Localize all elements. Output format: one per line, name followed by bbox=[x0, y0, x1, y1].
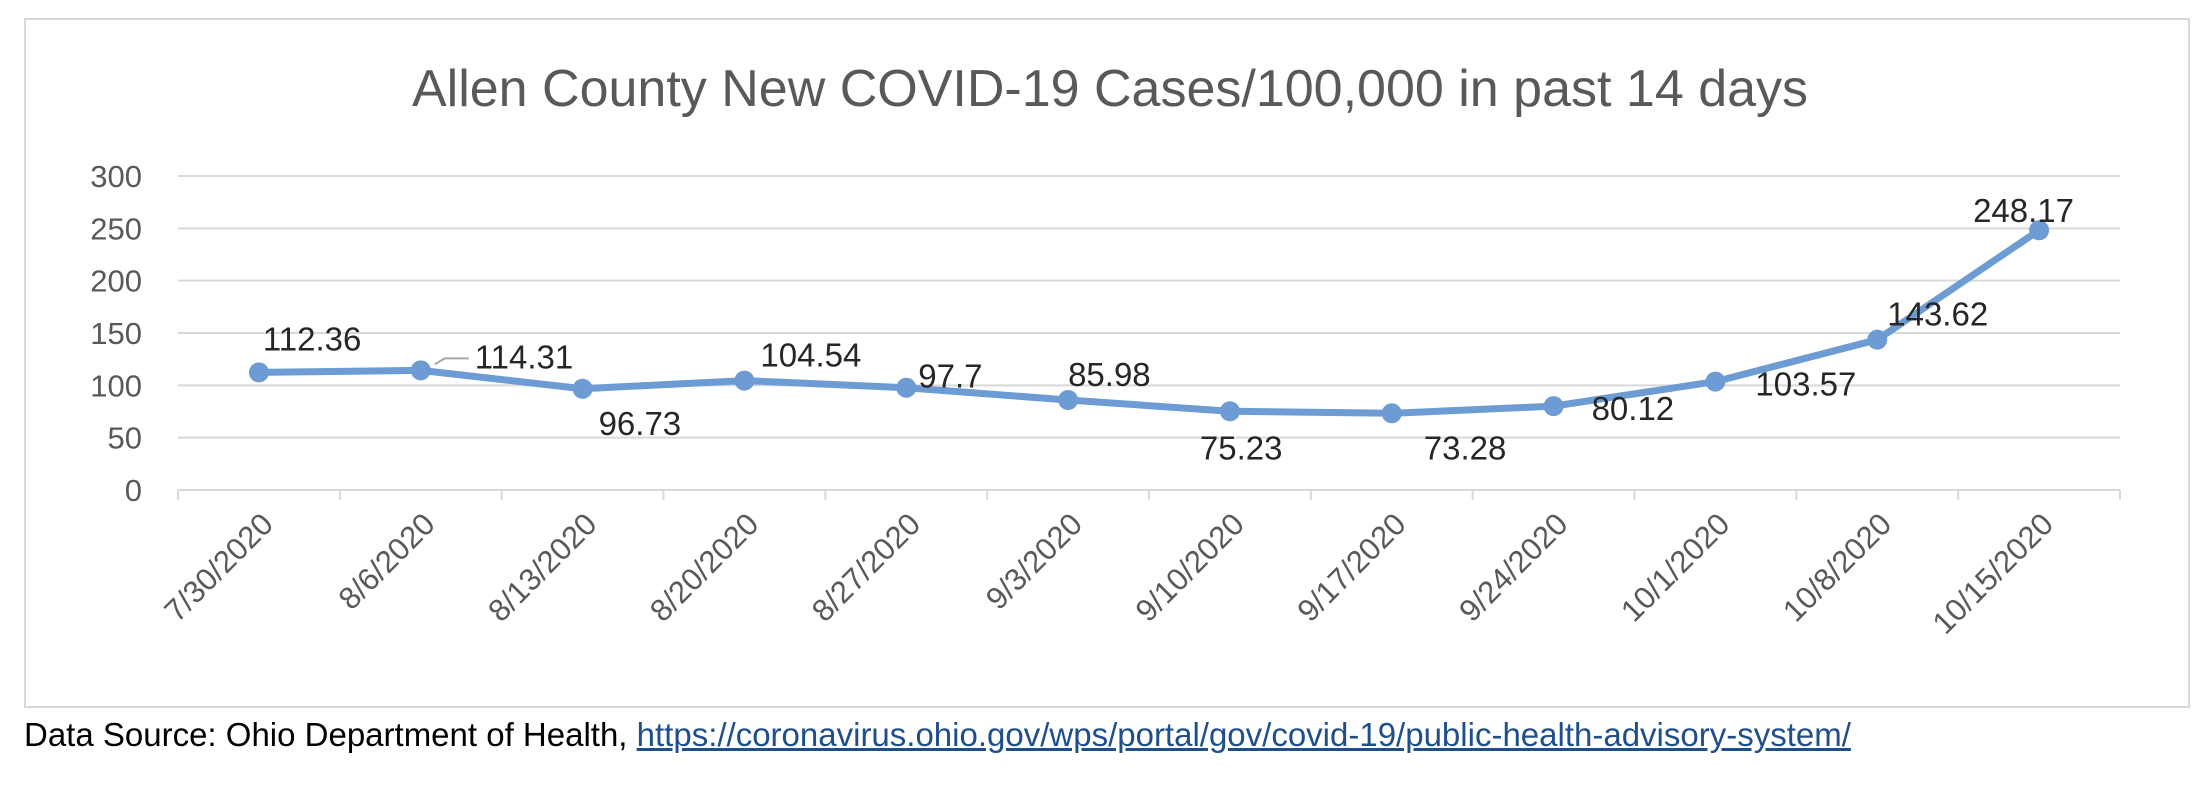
y-tick-label-200: 200 bbox=[90, 264, 142, 299]
data-label-8/27/2020: 97.7 bbox=[918, 358, 982, 395]
data-point-10/8/2020 bbox=[1867, 329, 1888, 350]
y-axis-ticks: 0 50 100 150 200 250 300 bbox=[90, 159, 142, 508]
data-point-8/13/2020 bbox=[572, 378, 593, 399]
data-label-8/13/2020: 96.73 bbox=[599, 405, 682, 442]
x-tick-label-7/30/2020: 7/30/2020 bbox=[158, 506, 280, 628]
data-label-8/6/2020: 114.31 bbox=[475, 338, 573, 375]
x-tick-label-8/20/2020: 8/20/2020 bbox=[643, 506, 765, 628]
data-label-9/24/2020: 80.12 bbox=[1592, 390, 1675, 427]
x-tick-label-9/24/2020: 9/24/2020 bbox=[1452, 506, 1574, 628]
data-label-9/10/2020: 75.23 bbox=[1200, 429, 1283, 466]
x-tick-label-9/10/2020: 9/10/2020 bbox=[1129, 506, 1251, 628]
y-tick-label-300: 300 bbox=[90, 159, 142, 194]
data-source-prefix: Data Source: Ohio Department of Health, bbox=[24, 716, 637, 753]
series-line bbox=[255, 226, 2043, 417]
gridlines bbox=[178, 175, 2120, 439]
data-point-9/10/2020 bbox=[1219, 401, 1240, 422]
line-chart: Allen County New COVID-19 Cases/100,000 … bbox=[90, 60, 2121, 641]
y-tick-label-50: 50 bbox=[108, 421, 142, 456]
x-tick-label-9/3/2020: 9/3/2020 bbox=[979, 506, 1089, 616]
data-label-10/1/2020: 103.57 bbox=[1755, 366, 1856, 403]
y-tick-label-100: 100 bbox=[90, 368, 142, 403]
x-tick-label-10/15/2020: 10/15/2020 bbox=[1926, 506, 2060, 640]
y-tick-label-250: 250 bbox=[90, 211, 142, 246]
data-label-10/15/2020: 248.17 bbox=[1973, 192, 2074, 229]
data-label-10/8/2020: 143.62 bbox=[1887, 296, 1988, 333]
data-point-9/3/2020 bbox=[1058, 390, 1079, 411]
data-label-9/17/2020: 73.28 bbox=[1424, 429, 1507, 466]
x-tick-label-8/27/2020: 8/27/2020 bbox=[805, 506, 927, 628]
data-point-9/17/2020 bbox=[1381, 403, 1402, 424]
data-source-link[interactable]: https://coronavirus.ohio.gov/wps/portal/… bbox=[636, 716, 1851, 753]
chart-frame bbox=[24, 18, 2190, 708]
chart-title: Allen County New COVID-19 Cases/100,000 … bbox=[412, 60, 1808, 118]
data-point-10/15/2020 bbox=[2029, 220, 2050, 241]
data-label-9/3/2020: 85.98 bbox=[1068, 356, 1151, 393]
series-line-layer bbox=[248, 220, 2050, 424]
y-tick-label-150: 150 bbox=[90, 316, 142, 351]
data-source-note: Data Source: Ohio Department of Health, … bbox=[24, 716, 1851, 754]
x-axis bbox=[177, 489, 2121, 500]
data-point-10/1/2020 bbox=[1705, 371, 1726, 392]
data-label-leader-line bbox=[434, 357, 469, 366]
x-tick-label-10/1/2020: 10/1/2020 bbox=[1614, 506, 1736, 628]
x-tick-label-9/17/2020: 9/17/2020 bbox=[1290, 506, 1412, 628]
data-point-7/30/2020 bbox=[248, 362, 269, 383]
data-point-8/27/2020 bbox=[896, 377, 917, 398]
x-tick-label-8/6/2020: 8/6/2020 bbox=[332, 506, 442, 616]
data-point-8/6/2020 bbox=[410, 360, 431, 381]
data-label-7/30/2020: 112.36 bbox=[263, 320, 361, 357]
data-label-8/20/2020: 104.54 bbox=[760, 337, 861, 374]
data-point-8/20/2020 bbox=[734, 370, 755, 391]
y-tick-label-0: 0 bbox=[125, 473, 142, 508]
x-tick-label-10/8/2020: 10/8/2020 bbox=[1776, 506, 1898, 628]
x-axis-ticks: 7/30/2020 8/6/2020 8/13/2020 8/20/2020 8/27/… bbox=[158, 506, 2060, 640]
x-tick-label-8/13/2020: 8/13/2020 bbox=[481, 506, 603, 628]
data-point-9/24/2020 bbox=[1543, 396, 1564, 417]
data-labels: 112.36 114.31 96.73 104.54 97.7 85.98 75.23 73.… bbox=[263, 192, 2074, 466]
